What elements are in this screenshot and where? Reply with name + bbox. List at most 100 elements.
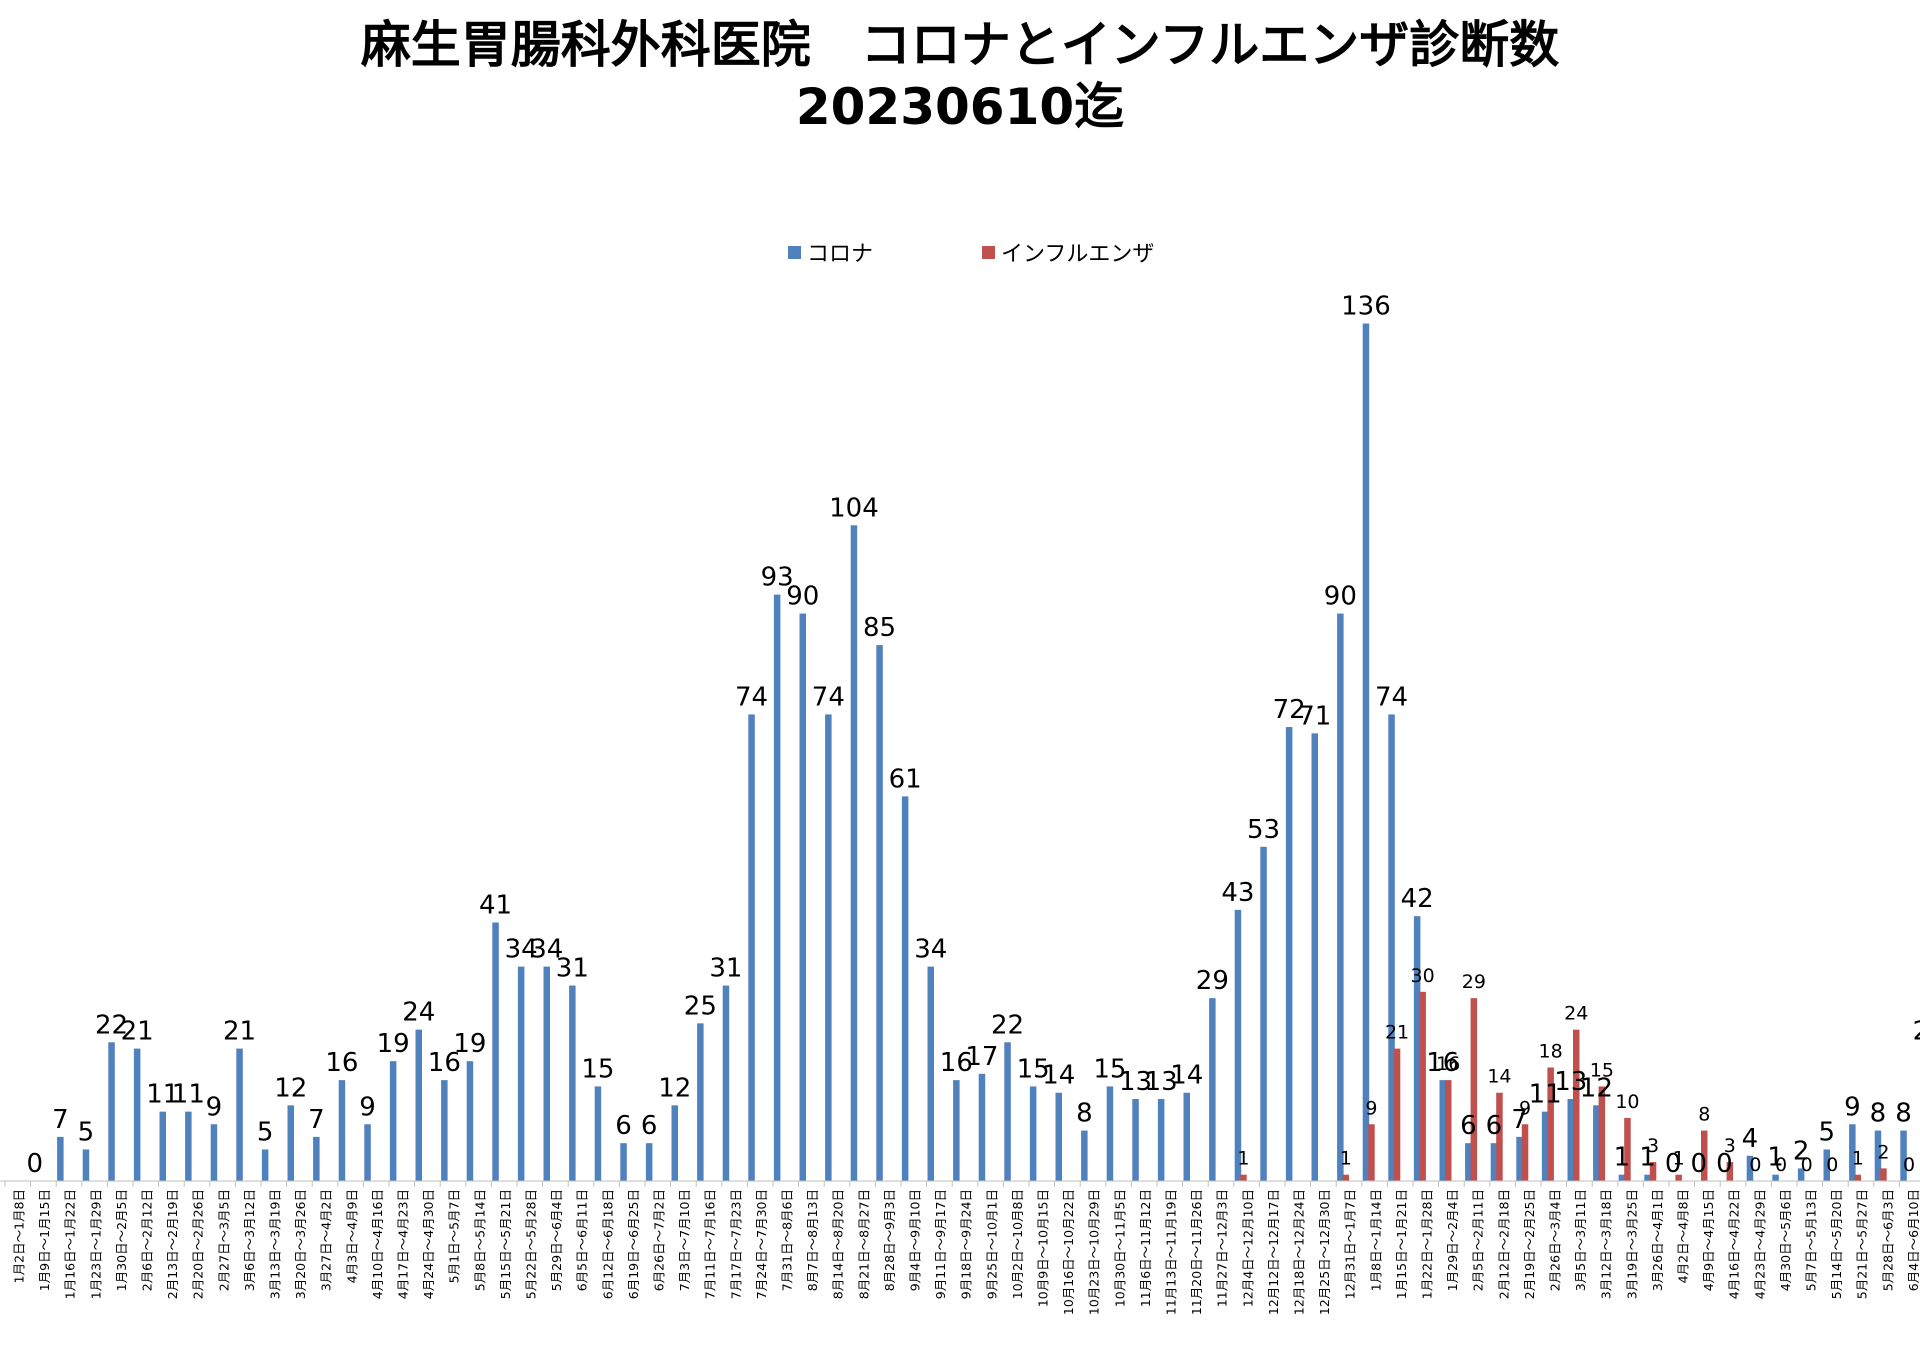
covid-bar	[1362, 323, 1370, 1181]
x-tick-label: 1月22日～1月28日	[1420, 1189, 1435, 1299]
covid-data-label: 1	[1614, 1143, 1631, 1173]
covid-bar	[978, 1073, 986, 1181]
covid-data-label: 24	[402, 998, 435, 1028]
covid-bar	[620, 1143, 627, 1181]
covid-data-label: 8	[1870, 1099, 1887, 1129]
x-tick-label: 6月19日～6月25日	[626, 1189, 641, 1299]
covid-bar	[1516, 1136, 1523, 1181]
covid-bar	[159, 1111, 166, 1181]
x-tick-label: 6月12日～6月18日	[600, 1189, 615, 1299]
chart-title-line2: 20230610迄	[795, 78, 1125, 136]
covid-bar	[108, 1042, 115, 1181]
influenza-data-label: 0	[1903, 1154, 1915, 1176]
covid-bar	[1413, 916, 1421, 1181]
x-tick-label: 3月27日～4月2日	[319, 1189, 334, 1291]
x-tick-label: 3月13日～3月19日	[268, 1189, 283, 1299]
covid-bar	[1465, 1143, 1472, 1181]
x-tick-label: 10月9日～10月15日	[1036, 1189, 1051, 1307]
covid-bar	[569, 985, 576, 1181]
x-tick-label: 8月21日～8月27日	[856, 1189, 871, 1299]
x-tick-label: 3月26日～4月1日	[1650, 1189, 1665, 1291]
influenza-bar	[1649, 1162, 1657, 1181]
covid-bar	[466, 1061, 474, 1181]
covid-data-label: 5	[1818, 1117, 1835, 1147]
covid-data-label: 0	[1690, 1149, 1707, 1179]
covid-data-label: 93	[761, 563, 794, 593]
x-tick-label: 11月20日～11月26日	[1189, 1189, 1204, 1315]
covid-data-label: 16	[428, 1048, 461, 1078]
covid-data-label: 6	[1486, 1111, 1503, 1141]
influenza-data-label: 2	[1877, 1141, 1889, 1163]
covid-data-label: 90	[1324, 582, 1357, 612]
covid-bar	[364, 1124, 371, 1181]
influenza-bar	[1854, 1174, 1862, 1181]
influenza-data-label: 9	[1365, 1097, 1377, 1119]
covid-bar	[1004, 1042, 1011, 1181]
influenza-bar	[1393, 1048, 1401, 1181]
covid-data-label: 61	[889, 764, 922, 794]
x-tick-label: 4月17日～4月23日	[396, 1189, 411, 1299]
influenza-data-label: 24	[1564, 1003, 1588, 1025]
covid-bar	[1797, 1168, 1805, 1181]
influenza-bar	[1880, 1168, 1887, 1181]
covid-bar	[1157, 1099, 1165, 1181]
covid-data-label: 13	[1145, 1067, 1178, 1097]
covid-bar	[1311, 733, 1318, 1181]
covid-data-label: 16	[1426, 1048, 1459, 1078]
x-tick-label: 1月2日～1月8日	[12, 1189, 27, 1283]
x-tick-label: 10月16日～10月22日	[1061, 1189, 1076, 1315]
influenza-bar	[1598, 1086, 1606, 1181]
covid-data-label: 34	[530, 935, 563, 965]
covid-bar	[825, 714, 832, 1181]
covid-data-label: 1	[1767, 1143, 1784, 1173]
covid-data-label: 14	[1170, 1061, 1203, 1091]
covid-data-label: 9	[206, 1092, 223, 1122]
x-tick-label: 2月20日～2月26日	[191, 1189, 206, 1299]
influenza-data-label: 0	[1775, 1154, 1787, 1176]
covid-data-label: 15	[581, 1054, 614, 1084]
x-tick-label: 4月16日～4月22日	[1727, 1189, 1742, 1299]
covid-data-label: 9	[1844, 1092, 1861, 1122]
covid-bar	[1285, 727, 1293, 1181]
influenza-data-label: 1	[1673, 1148, 1685, 1170]
influenza-data-label: 3	[1647, 1135, 1659, 1157]
influenza-data-label: 15	[1590, 1059, 1614, 1081]
influenza-bar	[1726, 1162, 1734, 1181]
x-tick-label: 12月12日～12月17日	[1266, 1189, 1281, 1315]
x-tick-label: 4月2日～4月8日	[1676, 1189, 1691, 1283]
covid-data-label: 15	[1093, 1054, 1126, 1084]
x-tick-label: 5月29日～6月4日	[549, 1189, 564, 1291]
influenza-data-label: 18	[1539, 1041, 1563, 1063]
x-tick-label: 8月28日～9月3日	[882, 1189, 897, 1291]
covid-data-label: 21	[223, 1017, 256, 1047]
x-tick-label: 4月9日～4月15日	[1701, 1189, 1716, 1291]
influenza-data-label: 8	[1698, 1104, 1710, 1126]
covid-bar	[338, 1080, 346, 1181]
covid-data-label: 11	[172, 1080, 205, 1110]
influenza-data-label: 1	[1340, 1148, 1352, 1170]
covid-data-label: 17	[965, 1042, 998, 1072]
covid-data-label: 41	[479, 890, 512, 920]
covid-data-label: 104	[829, 493, 879, 523]
x-tick-label: 10月23日～10月29日	[1087, 1189, 1102, 1315]
covid-data-label: 0	[1716, 1149, 1733, 1179]
influenza-bar	[1573, 1029, 1580, 1181]
covid-bar	[1055, 1092, 1062, 1181]
influenza-data-label: 16	[1436, 1053, 1460, 1075]
x-tick-label: 10月30日～11月5日	[1112, 1189, 1127, 1307]
influenza-data-label: 1	[1852, 1148, 1864, 1170]
covid-data-label: 90	[786, 582, 819, 612]
x-tick-label: 4月23日～4月29日	[1752, 1189, 1767, 1299]
covid-data-label: 13	[1119, 1067, 1152, 1097]
covid-bar	[543, 966, 550, 1181]
covid-data-label: 0	[26, 1149, 43, 1179]
covid-data-label: 12	[1580, 1073, 1613, 1103]
x-tick-label: 2月26日～3月4日	[1548, 1189, 1563, 1291]
x-tick-label: 9月4日～9月10日	[908, 1189, 923, 1291]
x-tick-label: 7月17日～7月23日	[728, 1189, 743, 1299]
covid-bar	[441, 1080, 448, 1181]
influenza-data-label: 0	[1801, 1154, 1813, 1176]
covid-bar	[748, 714, 755, 1181]
